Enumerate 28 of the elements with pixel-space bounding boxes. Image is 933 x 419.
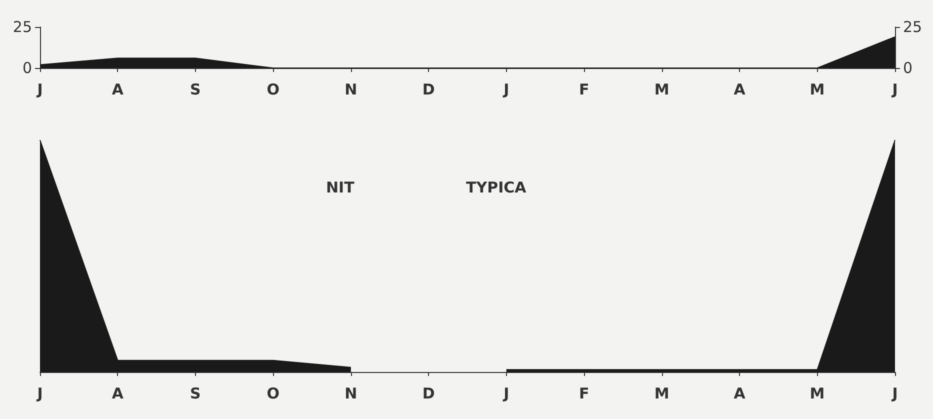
x-tick-label: F (578, 384, 590, 402)
x-tick-label: A (734, 80, 746, 98)
x-tick-label: J (502, 384, 510, 402)
x-tick-label: O (266, 80, 280, 98)
x-tick-label: J (891, 384, 898, 402)
x-tick-label: M (654, 80, 670, 98)
x-tick-label: J (502, 80, 510, 98)
x-tick-label: F (578, 80, 590, 98)
x-tick-label: S (190, 80, 201, 98)
y2-tick-label: 0 (903, 59, 913, 77)
y2-tick-label: 25 (903, 18, 922, 36)
x-tick-label: J (891, 80, 898, 98)
x-tick-label: A (112, 80, 124, 98)
x-tick-label: M (654, 384, 670, 402)
x-tick-label: N (344, 80, 358, 98)
x-tick-label: J (36, 384, 43, 402)
x-tick-label: S (190, 384, 201, 402)
x-tick-label: M (810, 384, 825, 402)
x-tick-label: A (734, 384, 746, 402)
x-tick-label: D (422, 80, 435, 98)
x-tick-label: M (810, 80, 825, 98)
x-tick-label: J (36, 80, 43, 98)
x-tick-label: D (422, 384, 435, 402)
x-tick-label: N (344, 384, 358, 402)
x-tick-label: O (266, 384, 280, 402)
annotation: TYPICA (466, 178, 527, 196)
annotation: NIT (326, 178, 356, 196)
x-tick-label: A (112, 384, 124, 402)
